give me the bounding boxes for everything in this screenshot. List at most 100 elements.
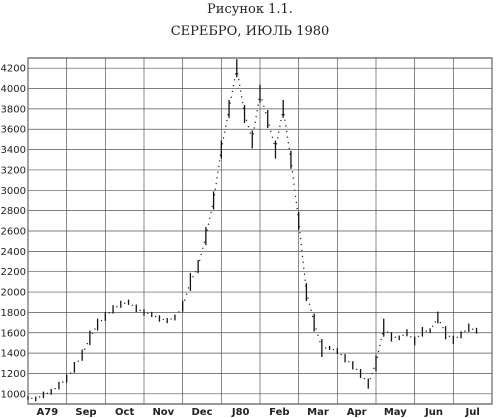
price-dot	[218, 160, 221, 162]
price-dot	[238, 78, 240, 81]
price-dot	[291, 171, 294, 173]
price-dot	[116, 306, 118, 308]
price-dot	[185, 293, 188, 295]
x-tick-label: Sep	[75, 407, 96, 418]
price-dot	[303, 273, 306, 275]
price-dot	[123, 302, 126, 304]
price-dot	[410, 336, 412, 338]
price-dot	[448, 335, 451, 338]
price-dot	[222, 137, 225, 139]
price-dot	[373, 367, 375, 370]
price-dot	[254, 121, 256, 123]
price-dot	[200, 253, 202, 256]
price-dot	[371, 372, 373, 375]
price-dot	[261, 99, 263, 101]
price-dot	[214, 188, 217, 190]
x-tick-label: Jun	[424, 407, 443, 418]
price-dot	[253, 127, 255, 129]
price-dot	[233, 79, 236, 81]
price-dot	[230, 96, 232, 98]
price-dot	[210, 211, 212, 214]
price-dot	[239, 84, 241, 87]
price-dot	[471, 328, 474, 330]
price-dot	[285, 130, 288, 133]
price-dot	[280, 119, 282, 122]
price-dot	[231, 90, 234, 93]
price-dot	[139, 309, 141, 312]
y-tick-label: 3800	[1, 104, 26, 115]
price-dot	[178, 311, 180, 313]
price-dot	[299, 231, 301, 234]
price-dot	[394, 336, 397, 339]
price-dot	[94, 328, 96, 330]
x-tick-label: Feb	[269, 407, 289, 418]
y-tick-label: 2600	[1, 227, 26, 238]
price-dot	[256, 110, 258, 112]
price-dot	[311, 315, 314, 318]
x-tick-label: Mar	[307, 407, 329, 418]
price-dot	[131, 304, 134, 306]
price-dot	[294, 189, 296, 191]
price-dot	[276, 137, 279, 139]
price-dot	[226, 119, 228, 122]
price-dot	[464, 330, 466, 332]
price-dot	[239, 90, 242, 92]
price-dot	[54, 388, 56, 390]
price-dot	[268, 124, 270, 126]
price-dot	[77, 360, 79, 362]
y-tick-label: 1800	[1, 308, 26, 319]
price-dot	[215, 182, 217, 185]
price-dot	[229, 102, 231, 104]
price-dot	[325, 347, 327, 349]
figure-caption: Рисунок 1.1.	[207, 2, 293, 17]
price-dot	[108, 312, 110, 314]
x-tick-label: Oct	[115, 407, 134, 418]
price-dot	[198, 259, 201, 262]
x-tick-label: A79	[37, 407, 59, 418]
price-dot	[69, 372, 72, 374]
chart-grid	[27, 57, 493, 405]
x-tick-label: Apr	[347, 407, 367, 418]
price-dot	[202, 247, 204, 249]
price-series	[27, 59, 478, 402]
y-tick-label: 2200	[1, 267, 26, 278]
price-dot	[308, 303, 311, 305]
price-dot	[170, 318, 172, 320]
price-dot	[377, 350, 380, 353]
price-dot	[298, 226, 301, 228]
price-dot	[192, 276, 194, 278]
price-dot	[293, 183, 295, 185]
price-dot	[237, 73, 239, 75]
x-tick-label: Nov	[152, 407, 174, 418]
price-dot	[434, 321, 436, 323]
price-dot	[310, 309, 312, 312]
price-dot	[283, 113, 285, 116]
price-dot	[286, 136, 289, 138]
price-dot	[281, 113, 283, 116]
price-dot	[379, 344, 381, 347]
price-dot	[291, 165, 293, 167]
x-axis-ticks: A79 Sep Oct Nov Dec J80 Feb Mar Apr May Jun Jul	[37, 407, 480, 418]
price-dot	[232, 84, 235, 87]
price-dot	[263, 105, 265, 108]
price-dot	[302, 261, 304, 264]
price-dot	[147, 312, 149, 315]
price-dot	[295, 201, 298, 204]
y-tick-label: 3600	[1, 125, 26, 136]
x-tick-label: May	[384, 407, 407, 418]
price-dot	[252, 132, 254, 135]
price-dot	[203, 241, 206, 243]
price-dot	[301, 255, 304, 258]
price-dot	[279, 125, 281, 128]
price-dot	[265, 111, 267, 114]
price-dot	[162, 318, 165, 321]
price-dot	[223, 131, 226, 133]
price-dot	[456, 336, 458, 339]
price-dot	[206, 229, 208, 231]
y-tick-label: 3200	[1, 165, 26, 176]
price-dot	[257, 104, 259, 106]
y-tick-label: 2400	[1, 247, 26, 258]
price-dot	[207, 223, 210, 225]
price-dot	[271, 136, 274, 139]
price-dot	[402, 334, 404, 337]
